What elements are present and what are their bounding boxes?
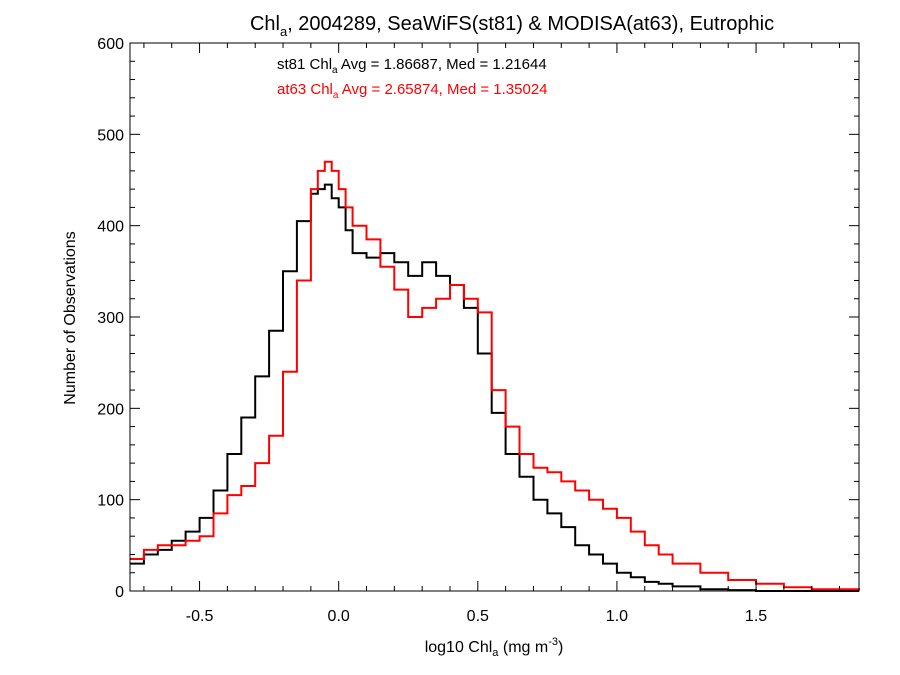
annotation-st81-subscript: a: [332, 65, 338, 76]
chart-title-suffix: , 2004289, SeaWiFS(st81) & MODISA(at63),…: [287, 13, 774, 35]
series-layer: [130, 160, 860, 592]
series-line-st81: [130, 183, 859, 592]
chart-title: Chla, 2004289, SeaWiFS(st81) & MODISA(at…: [250, 13, 774, 39]
annotation-at63: at63 Chla Avg = 2.65874, Med = 1.35024: [277, 81, 548, 101]
x-axis-label-prefix: log10 Chl: [425, 639, 493, 656]
annotation-at63-subscript: a: [333, 90, 339, 101]
x-axis-label-subscript: a: [492, 647, 499, 659]
x-tick-label: 1.5: [745, 608, 767, 625]
annotation-at63-suffix: Avg = 2.65874, Med = 1.35024: [338, 81, 547, 98]
y-axis-label: Number of Observations: [62, 231, 79, 404]
x-axis-label: log10 Chla (mg m-3): [425, 636, 564, 659]
x-tick-label: -0.5: [186, 608, 214, 625]
y-tick-label: 500: [97, 127, 124, 144]
y-tick-label: 100: [97, 493, 124, 510]
x-tick-label: 0.0: [328, 608, 350, 625]
y-tick-label: 0: [115, 584, 124, 601]
chart-title-subscript: a: [280, 24, 288, 39]
y-tick-label: 200: [97, 401, 124, 418]
x-tick-label: 0.5: [467, 608, 489, 625]
x-axis-label-superscript: -3: [548, 636, 558, 648]
chart-title-prefix: Chl: [250, 13, 280, 35]
annotation-st81-suffix: Avg = 1.86687, Med = 1.21644: [338, 56, 547, 73]
y-tick-label: 600: [97, 36, 124, 53]
y-tick-label: 300: [97, 310, 124, 327]
series-line-at63: [130, 160, 860, 591]
y-tick-label: 400: [97, 219, 124, 236]
annotation-st81: st81 Chla Avg = 1.86687, Med = 1.21644: [277, 56, 547, 76]
x-axis-label-suffix: ): [558, 639, 563, 656]
annotation-st81-prefix: st81 Chl: [277, 56, 332, 73]
x-tick-label: 1.0: [606, 608, 628, 625]
plot-frame: [129, 42, 860, 592]
axes-layer: -0.5 0.0 0.5 1.0 1.5 0 100 200 300 400 500 600: [97, 36, 860, 625]
x-axis-label-middle: (mg m: [498, 639, 548, 656]
annotation-at63-prefix: at63 Chl: [277, 81, 333, 98]
